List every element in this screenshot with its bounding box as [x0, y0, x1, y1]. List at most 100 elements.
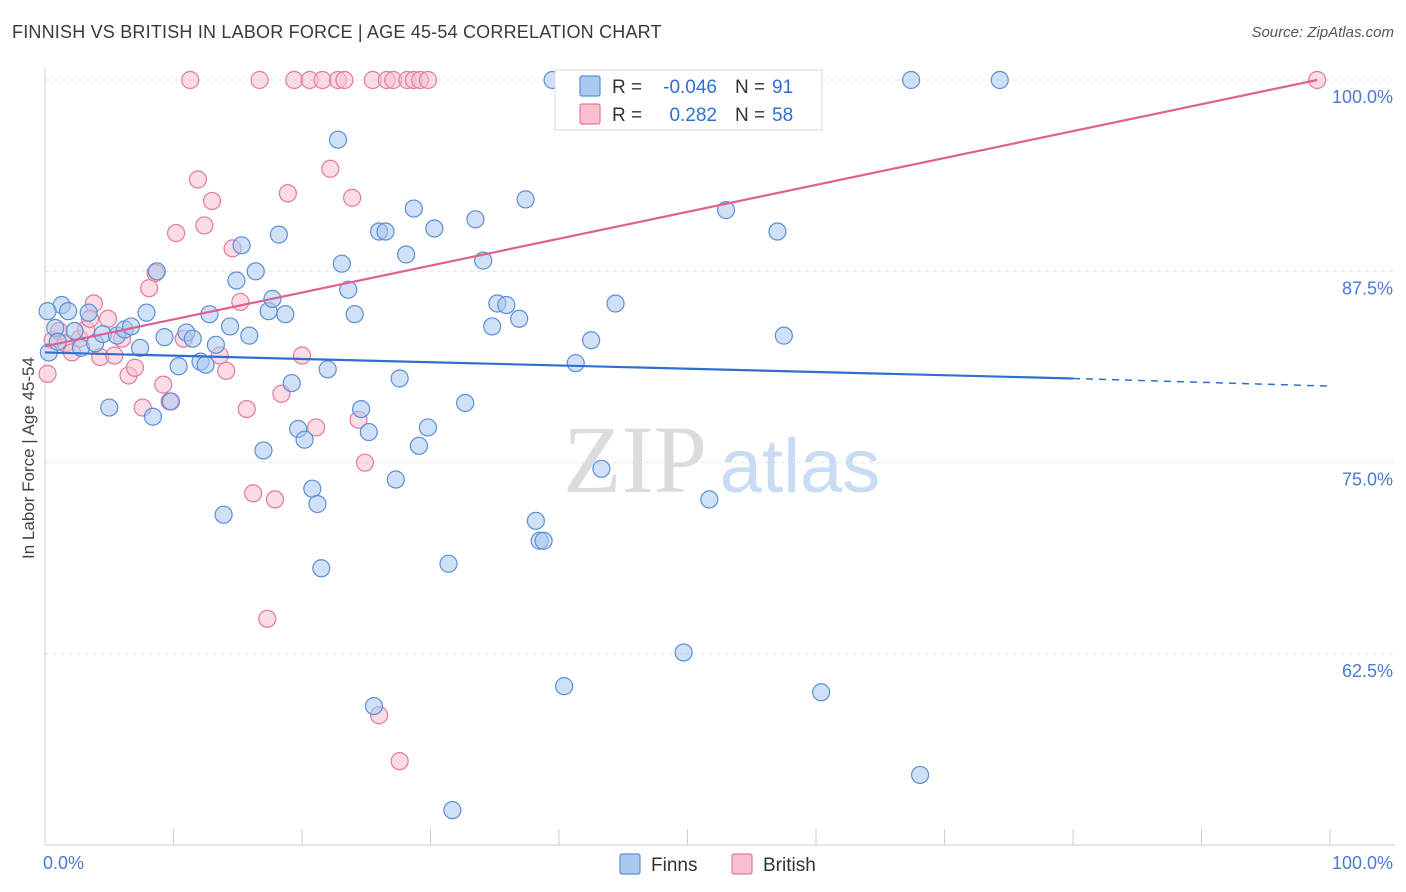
y-tick-label: 62.5%: [1342, 661, 1393, 681]
finns-point: [990, 70, 1009, 90]
finns-point: [232, 236, 251, 255]
british-point: [188, 170, 208, 189]
british-point: [250, 70, 269, 90]
finns-point: [534, 531, 553, 550]
british-point: [244, 484, 263, 503]
axes: [44, 68, 1395, 846]
finns-point: [246, 262, 265, 281]
finns-point: [130, 338, 150, 357]
british-point: [195, 216, 214, 235]
finns-point: [220, 317, 240, 336]
finns-point: [143, 407, 163, 426]
finns-trendline: [44, 351, 1074, 380]
finns-r-label: R =: [612, 77, 642, 98]
british-point: [258, 609, 277, 628]
finns-point: [345, 305, 364, 324]
finns-point: [79, 303, 98, 322]
source-label: Source: ZipAtlas.com: [1251, 24, 1394, 41]
finns-point: [812, 683, 831, 702]
british-point: [202, 191, 222, 211]
finns-point: [674, 643, 693, 662]
finns-point: [606, 294, 625, 313]
finns-point: [214, 505, 233, 524]
finns-point: [418, 418, 438, 437]
finns-point: [59, 302, 78, 321]
finns-point: [147, 262, 166, 281]
stats-legend: R = -0.046 N = 91 R = 0.282 N = 58: [554, 69, 823, 131]
finns-point: [566, 354, 585, 373]
finns-point: [282, 373, 301, 393]
british-point: [343, 188, 362, 207]
finns-n-value: 91: [772, 77, 793, 98]
finns-point: [364, 696, 384, 716]
finns-point: [497, 295, 516, 315]
british-legend-swatch: [579, 103, 601, 125]
british-point: [292, 346, 312, 365]
finns-point: [240, 326, 259, 345]
finns-legend-swatch: [579, 75, 601, 97]
y-tick-labels: 62.5% 75.0% 87.5% 100.0%: [1332, 87, 1393, 681]
finns-point: [443, 801, 462, 820]
finns-point: [196, 355, 215, 374]
finns-trendline-extension: [1072, 377, 1331, 387]
finns-point: [404, 199, 423, 218]
british-point: [98, 309, 118, 328]
finns-point: [312, 559, 331, 578]
british-point: [105, 346, 124, 365]
watermark-atlas: atlas: [720, 424, 881, 509]
x-tick-labels: 0.0% 100.0%: [43, 853, 1393, 873]
british-point: [217, 361, 236, 380]
finns-r-value: -0.046: [663, 77, 717, 98]
british-point: [154, 375, 173, 394]
finns-points: [38, 70, 1009, 820]
british-series-swatch: [731, 853, 753, 875]
finns-point: [359, 422, 378, 442]
finns-point: [716, 201, 736, 220]
finns-series-swatch: [619, 853, 641, 875]
finns-point: [439, 554, 458, 573]
finns-point: [456, 393, 475, 413]
british-point: [418, 70, 438, 90]
finns-point: [339, 280, 358, 299]
finns-point: [183, 329, 202, 348]
finns-point: [409, 436, 429, 455]
finns-point: [592, 459, 611, 478]
finns-point: [390, 369, 409, 388]
finns-point: [483, 317, 502, 336]
finns-point: [774, 326, 793, 345]
british-point: [355, 453, 375, 472]
british-trendline: [44, 78, 1318, 348]
finns-point: [700, 490, 719, 509]
y-tick-label: 100.0%: [1332, 87, 1393, 107]
trendlines: [44, 78, 1331, 387]
finns-series-label: Finns: [651, 855, 697, 876]
finns-point: [65, 321, 84, 341]
finns-point: [555, 677, 574, 696]
finns-point: [137, 303, 156, 322]
y-tick-label: 75.0%: [1342, 470, 1393, 490]
finns-point: [768, 222, 787, 241]
british-point: [335, 70, 354, 90]
chart-title: FINNISH VS BRITISH IN LABOR FORCE | AGE …: [12, 22, 662, 42]
british-point: [237, 399, 256, 419]
british-point: [278, 184, 297, 203]
finns-point: [318, 360, 337, 379]
finns-point: [910, 765, 930, 785]
y-tick-label: 87.5%: [1342, 278, 1393, 298]
series-legend: Finns British: [619, 853, 816, 876]
british-point: [166, 223, 186, 243]
finns-point: [516, 190, 535, 209]
finns-point: [376, 222, 395, 241]
british-n-value: 58: [772, 105, 793, 126]
finns-point: [510, 309, 529, 328]
finns-point: [901, 70, 921, 90]
finns-point: [276, 305, 295, 324]
finns-point: [206, 335, 226, 354]
british-point: [265, 490, 285, 509]
british-point: [390, 752, 409, 771]
british-point: [139, 279, 159, 298]
british-point: [313, 70, 332, 90]
british-point: [307, 418, 326, 437]
gridlines: [45, 79, 1395, 655]
